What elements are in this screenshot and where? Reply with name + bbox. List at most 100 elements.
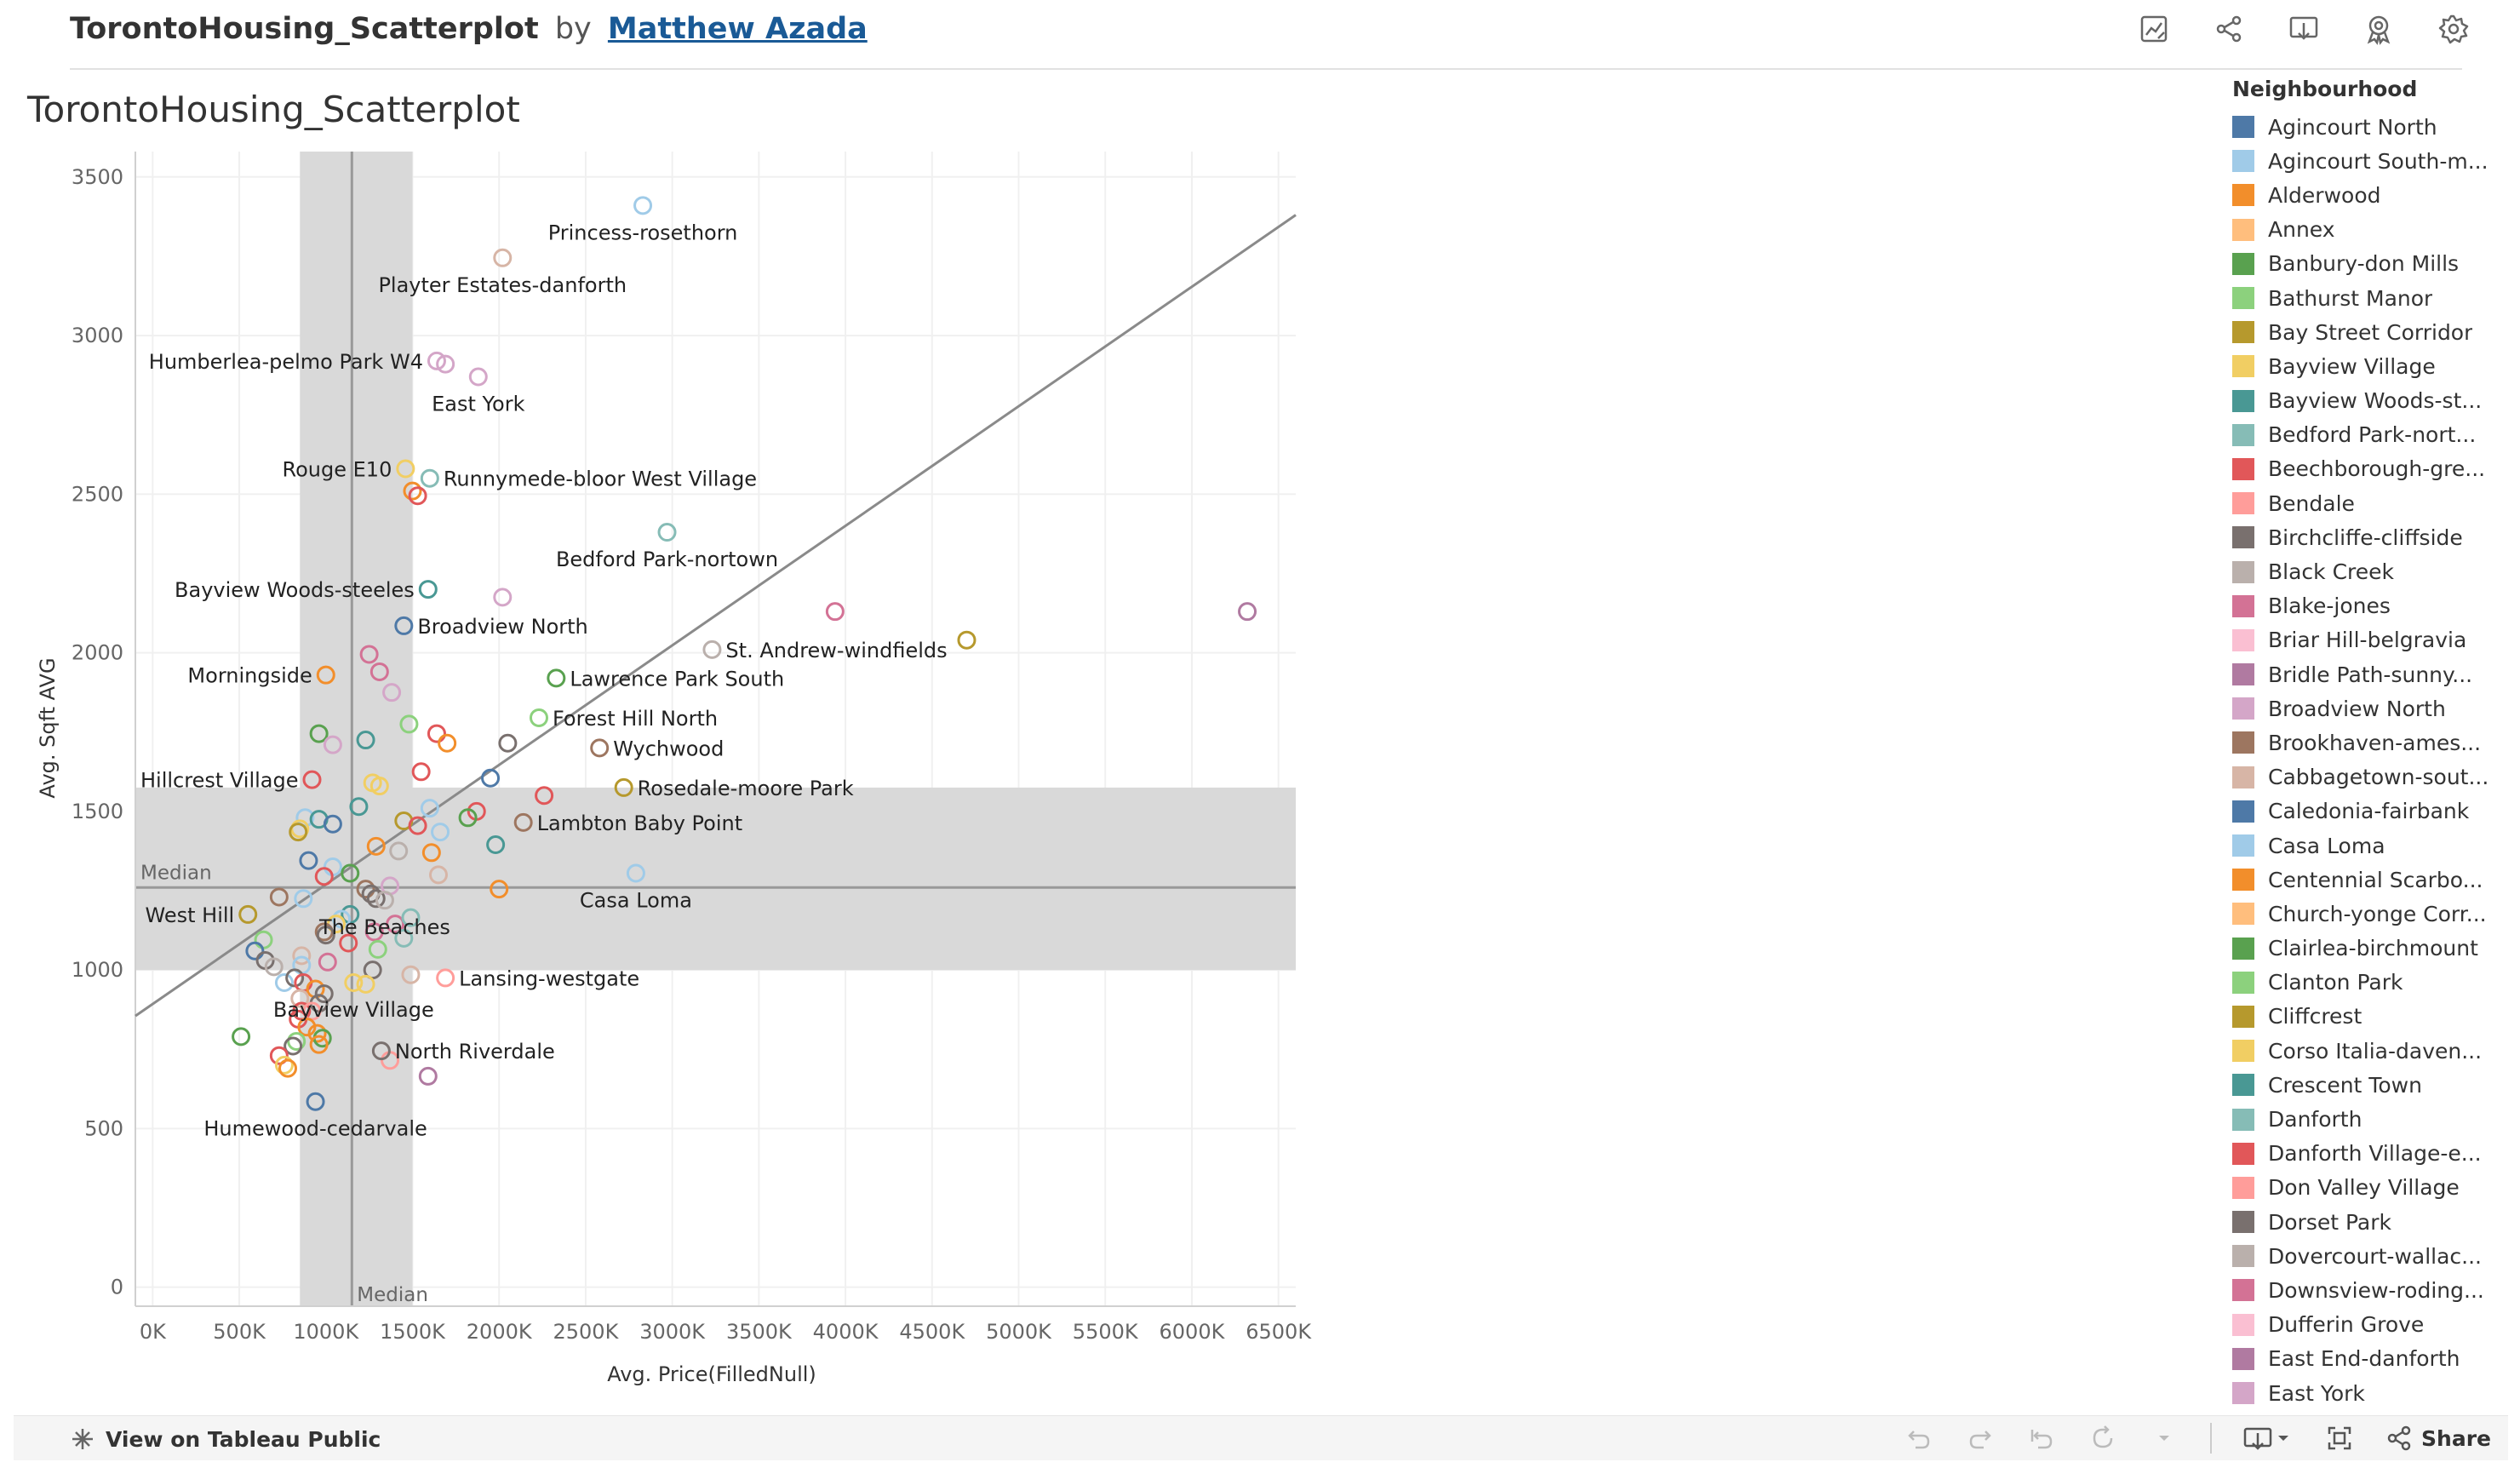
legend-item[interactable]: Blake-jones [2232,589,2505,623]
legend-item[interactable]: Bay Street Corridor [2232,315,2505,349]
download-dropdown-icon[interactable] [2242,1423,2294,1454]
legend-item[interactable]: Clairlea-birchmount [2232,932,2505,966]
legend-item[interactable]: Downsview-roding... [2232,1273,2505,1307]
favorite-icon[interactable] [2362,12,2396,46]
share-network-icon[interactable] [2212,12,2246,46]
x-tick-label: 1500K [380,1320,446,1344]
point-label: Rosedale-moore Park [638,777,854,800]
legend-swatch [2232,834,2254,857]
data-point [299,851,318,870]
data-guide-icon[interactable] [2137,12,2171,46]
legend-item[interactable]: Corso Italia-daven... [2232,1034,2505,1068]
header-toolbar [2137,12,2471,46]
legend-item[interactable]: Birchcliffe-cliffside [2232,520,2505,554]
legend-item[interactable]: Danforth [2232,1102,2505,1136]
data-point [269,887,289,907]
fullscreen-icon[interactable] [2324,1423,2355,1454]
share-button[interactable]: Share [2385,1423,2491,1454]
redo-icon[interactable] [1965,1423,1996,1454]
legend-item[interactable]: Beechborough-gre... [2232,452,2505,486]
author-link[interactable]: Matthew Azada [607,12,868,46]
median-x-label: Median [357,1284,428,1306]
legend-item[interactable]: Agincourt South-m... [2232,144,2505,178]
data-point [369,777,389,796]
legend-item[interactable]: Clanton Park [2232,966,2505,1000]
legend-item[interactable]: Bedford Park-nort... [2232,418,2505,452]
legend-item[interactable]: Annex [2232,213,2505,247]
legend-item[interactable]: Cabbagetown-sout... [2232,760,2505,794]
x-tick-label: 1000K [293,1320,359,1344]
legend-item[interactable]: Alderwood [2232,178,2505,212]
legend-item[interactable]: Bathurst Manor [2232,281,2505,315]
legend-item[interactable]: Bayview Village [2232,349,2505,383]
legend-swatch [2232,731,2254,754]
data-point [458,808,478,828]
settings-gear-icon[interactable] [2437,12,2471,46]
data-point [339,933,358,953]
legend-item[interactable]: Bendale [2232,486,2505,520]
legend-label: Clanton Park [2268,970,2403,995]
point-label: Rouge E10 [283,458,392,482]
legend-swatch [2232,628,2254,651]
legend-item[interactable]: Brookhaven-ames... [2232,725,2505,760]
legend-label: Clairlea-birchmount [2268,936,2478,961]
legend-label: Dufferin Grove [2268,1312,2425,1338]
legend-item[interactable]: Centennial Scarbo... [2232,863,2505,897]
data-point [356,731,375,750]
legend-item[interactable]: East End-danforth [2232,1342,2505,1376]
legend-swatch [2232,560,2254,583]
legend-title: Neighbourhood [2232,77,2418,101]
legend-item[interactable]: Don Valley Village [2232,1171,2505,1205]
x-tick-label: 500K [213,1320,266,1344]
x-tick-label: 5000K [986,1320,1052,1344]
data-point [309,1035,329,1054]
legend-item[interactable]: Church-yonge Corr... [2232,897,2505,931]
x-tick-label: 0K [140,1320,167,1344]
legend-label: Broadview North [2268,696,2446,721]
x-tick-label: 4500K [899,1320,965,1344]
data-point [547,668,566,688]
legend-swatch [2232,457,2254,480]
legend-item[interactable]: Dovercourt-wallac... [2232,1239,2505,1273]
legend-swatch [2232,594,2254,617]
legend-item[interactable]: Dufferin Grove [2232,1308,2505,1342]
revert-icon[interactable] [2026,1423,2057,1454]
view-on-tableau-link[interactable]: View on Tableau Public [70,1426,381,1452]
legend-item[interactable]: Crescent Town [2232,1068,2505,1102]
download-icon[interactable] [2287,12,2321,46]
point-label: Humberlea-pelmo Park W4 [149,350,423,374]
axes: 0K 500K 1000K 1500K 2000K 2500K 3000K 3500K 4000… [72,152,1312,1344]
refresh-icon[interactable] [2088,1423,2118,1454]
pause-dropdown-icon[interactable] [2149,1423,2179,1454]
point-label: Humewood-cedarvale [203,1117,427,1141]
legend-item[interactable]: Caledonia-fairbank [2232,794,2505,829]
legend-item[interactable]: Bridle Path-sunny... [2232,657,2505,691]
legend-swatch [2232,1005,2254,1028]
legend-item[interactable]: Black Creek [2232,554,2505,588]
legend-item[interactable]: Agincourt North [2232,110,2505,144]
legend-item[interactable]: Briar Hill-belgravia [2232,623,2505,657]
data-points [232,196,1257,1111]
data-point [436,968,455,988]
legend-label: Brookhaven-ames... [2268,730,2482,755]
legend-item[interactable]: Danforth Village-e... [2232,1137,2505,1171]
color-legend: Neighbourhood Agincourt North Agincourt S… [2232,77,2505,1410]
point-label: Bayview Village [273,998,434,1022]
legend-item[interactable]: Cliffcrest [2232,1000,2505,1034]
data-point [394,928,414,948]
legend-list: Agincourt North Agincourt South-m... Alder… [2232,110,2505,1410]
legend-item[interactable]: Casa Loma [2232,829,2505,863]
legend-swatch [2232,492,2254,515]
legend-item[interactable]: Dorset Park [2232,1205,2505,1239]
undo-icon[interactable] [1904,1423,1934,1454]
median-y-label: Median [140,862,212,884]
legend-swatch [2232,1347,2254,1370]
legend-item[interactable]: Banbury-don Mills [2232,247,2505,281]
legend-label: Black Creek [2268,559,2395,585]
point-label: Wychwood [613,737,724,760]
legend-item[interactable]: Broadview North [2232,691,2505,725]
legend-item[interactable]: East York [2232,1376,2505,1410]
legend-item[interactable]: Bayview Woods-st... [2232,384,2505,418]
data-point [366,889,386,909]
legend-label: Bendale [2268,490,2355,516]
